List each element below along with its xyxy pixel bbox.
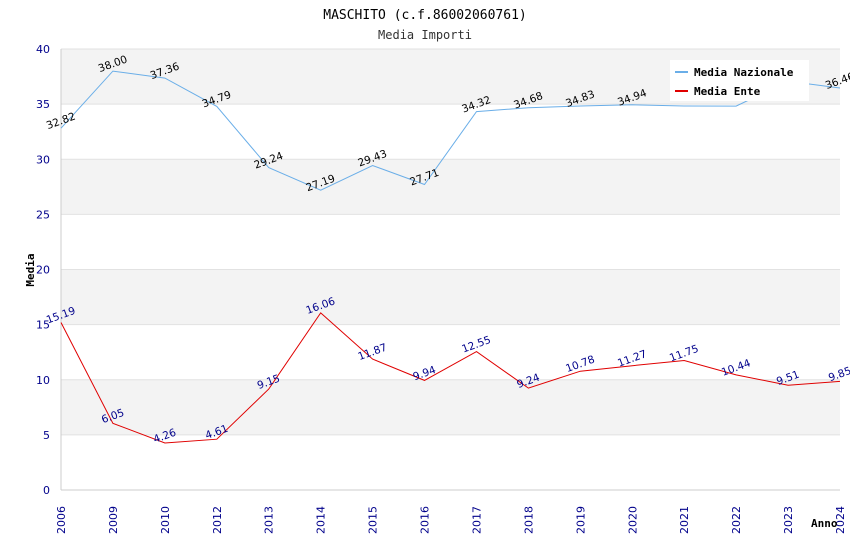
x-tick-label: 2023 (782, 506, 795, 534)
x-tick-label: 2018 (522, 506, 535, 534)
x-axis-label: Anno (811, 517, 838, 530)
x-tick-label: 2010 (159, 506, 172, 534)
x-tick-label: 2012 (211, 506, 224, 534)
y-tick-label: 35 (36, 98, 50, 111)
x-tick-label: 2014 (315, 506, 328, 534)
plot-band (61, 434, 840, 490)
series-line-media-ente (60, 312, 841, 444)
x-tick-label: 2006 (55, 506, 68, 534)
y-tick-label: 30 (36, 153, 50, 166)
x-tick-label: 2024 (834, 506, 847, 534)
y-tick-label: 0 (43, 484, 50, 497)
chart-subtitle: Media Importi (378, 28, 472, 42)
x-tick-label: 2016 (419, 506, 432, 534)
plot-band (61, 104, 840, 160)
y-tick-label: 20 (36, 264, 50, 277)
y-tick-labels: 0 5 10 15 20 25 30 35 40 (36, 43, 50, 497)
y-tick-label: 25 (36, 208, 50, 221)
y-tick-label: 5 (43, 429, 50, 442)
plot-background-bands (61, 49, 840, 490)
x-tick-label: 2021 (678, 506, 691, 534)
x-tick-label: 2020 (626, 506, 639, 534)
chart-title: MASCHITO (c.f.86002060761) (323, 8, 527, 23)
x-tick-label: 2015 (367, 506, 380, 534)
axes (60, 49, 840, 491)
series-lines (60, 70, 841, 444)
x-tick-label: 2013 (263, 506, 276, 534)
y-tick-label: 10 (36, 374, 50, 387)
plot-band (61, 214, 840, 270)
x-tick-label: 2019 (574, 506, 587, 534)
legend-label: Media Ente (694, 85, 761, 98)
x-tick-labels: 2006 2009 2010 2012 2013 2014 2015 2016 2017 2018… (55, 506, 847, 534)
legend-label: Media Nazionale (694, 66, 794, 79)
plot-band (61, 379, 840, 435)
y-axis-label: Media (24, 253, 37, 286)
plot-band (61, 324, 840, 380)
plot-band (61, 269, 840, 325)
series-line-media-nazionale (60, 70, 841, 191)
y-tick-label: 40 (36, 43, 50, 56)
y-tick-label: 15 (36, 319, 50, 332)
x-tick-label: 2017 (470, 506, 483, 534)
x-tick-label: 2022 (730, 506, 743, 534)
legend-box (670, 60, 809, 101)
legend: Media Nazionale Media Ente (670, 60, 809, 101)
x-tick-label: 2009 (107, 506, 120, 534)
plot-band (61, 159, 840, 215)
